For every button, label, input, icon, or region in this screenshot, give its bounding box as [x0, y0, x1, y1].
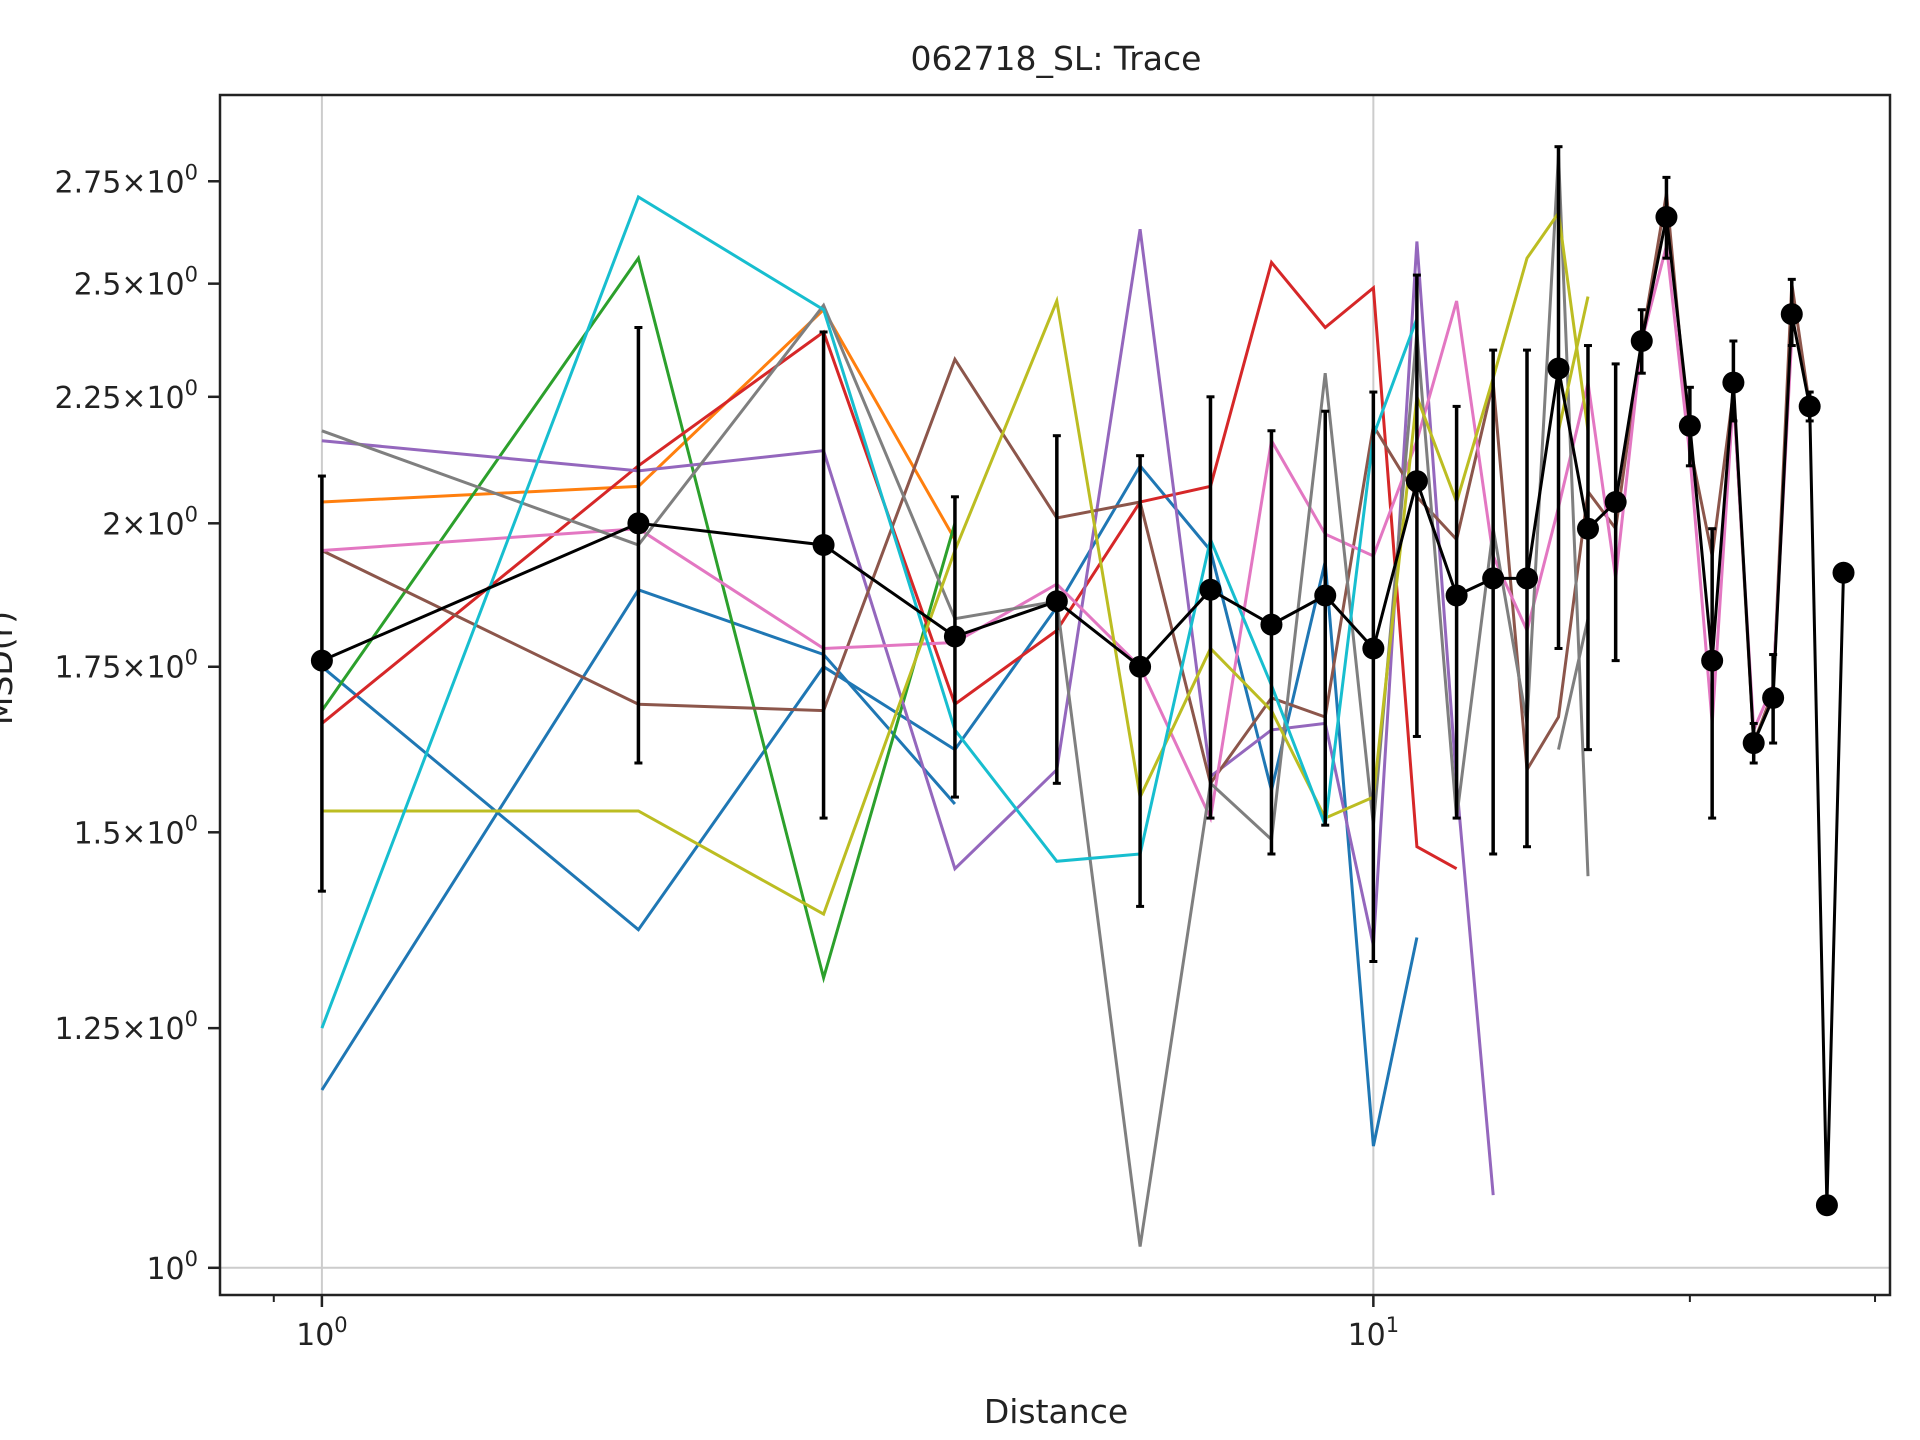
x-tick-label-1: 101: [1348, 1313, 1400, 1353]
x-tick-label-0: 100: [296, 1313, 348, 1353]
mean-point-13: [1516, 567, 1539, 590]
mean-point-20: [1701, 649, 1724, 672]
mean-point-26: [1815, 1194, 1838, 1217]
mean-marker-layer: [310, 206, 1855, 1217]
x-axis-label: Distance: [984, 1392, 1128, 1431]
mean-point-25: [1798, 395, 1821, 418]
mean-point-21: [1722, 371, 1745, 394]
mean-point-16: [1604, 491, 1627, 514]
x-axis-ticks: 100 101: [272, 1295, 1877, 1353]
y-tick-label-5: 2.25×100: [55, 376, 198, 416]
mean-point-4: [1045, 590, 1068, 613]
mean-point-18: [1655, 206, 1678, 229]
y-tick-label-1: 1.25×100: [55, 1007, 198, 1047]
mean-point-9: [1362, 637, 1385, 660]
mean-point-15: [1576, 517, 1599, 540]
y-tick-label-4: 2×100: [102, 502, 198, 542]
mean-point-27: [1832, 561, 1855, 584]
mean-point-24: [1780, 303, 1803, 326]
series-line-8: [321, 154, 1590, 1247]
y-axis-label: MSD(r): [0, 611, 20, 725]
y-tick-label-3: 1.75×100: [55, 646, 198, 686]
mean-point-14: [1547, 357, 1570, 380]
mean-point-2: [812, 534, 835, 557]
mean-point-0: [310, 649, 333, 672]
mean-point-5: [1129, 655, 1152, 678]
y-tick-label-7: 2.75×100: [55, 160, 198, 200]
series-line-10: [321, 208, 1590, 917]
mean-point-19: [1678, 414, 1701, 437]
chart-title: 062718_SL: Trace: [911, 39, 1202, 78]
series-line-13: [321, 216, 1845, 1206]
mean-point-12: [1482, 567, 1505, 590]
plot-frame: [218, 93, 1892, 1297]
mean-point-7: [1260, 613, 1283, 636]
mean-point-23: [1762, 686, 1785, 709]
y-tick-label-6: 2.5×100: [74, 263, 198, 303]
mean-point-17: [1630, 329, 1653, 352]
mean-point-6: [1199, 578, 1222, 601]
mean-point-10: [1405, 470, 1428, 493]
series-line-3: [320, 254, 957, 984]
mean-point-8: [1314, 584, 1337, 607]
y-tick-label-0: 100: [146, 1247, 198, 1287]
mean-point-11: [1445, 584, 1468, 607]
y-tick-label-2: 1.5×100: [74, 811, 198, 851]
mean-point-3: [943, 625, 966, 648]
mean-point-1: [627, 512, 650, 535]
y-axis-ticks: 100 1.25×100 1.5×100 1.75×100 2×100 2.25×100 2…: [55, 160, 220, 1287]
series-line-11: [1557, 296, 1590, 432]
series-line-9: [1557, 618, 1590, 750]
mean-point-22: [1742, 732, 1765, 755]
